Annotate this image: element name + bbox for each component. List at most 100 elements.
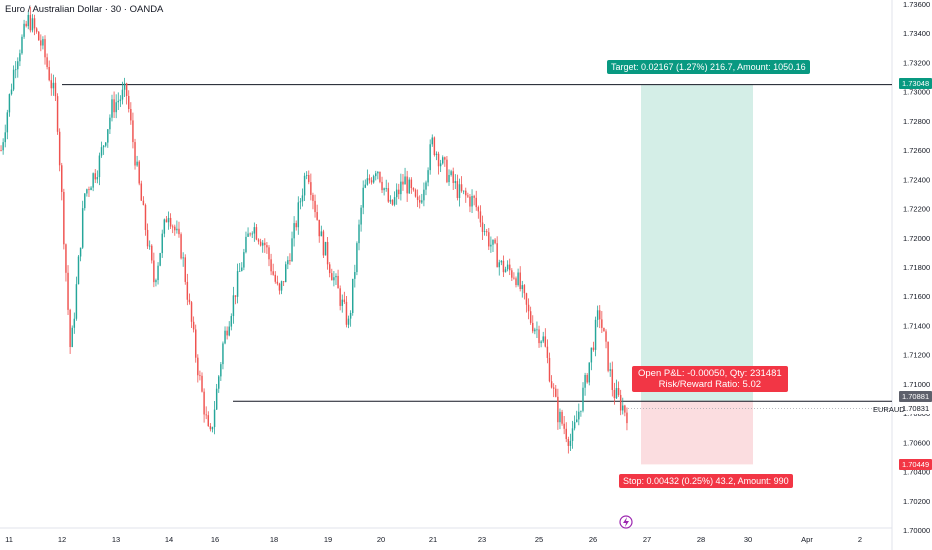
candle-body <box>339 288 341 306</box>
candle-body <box>500 260 503 263</box>
candle-body <box>88 189 90 191</box>
candle-body <box>184 257 186 282</box>
x-tick-label: 2 <box>858 535 862 544</box>
candle-body <box>563 423 565 429</box>
target-label[interactable]: Target: 0.02167 (1.27%) 216.7, Amount: 1… <box>607 60 810 74</box>
candle-body <box>69 309 71 347</box>
candle-body <box>232 295 235 317</box>
candle-body <box>67 272 69 310</box>
candle-body <box>144 205 147 230</box>
candle-body <box>580 410 582 412</box>
candle-body <box>351 278 354 313</box>
candle-body <box>423 189 425 201</box>
candle-body <box>506 264 509 270</box>
candle-body <box>561 411 563 424</box>
candle-body <box>527 304 530 312</box>
candle-body <box>151 245 153 261</box>
candle-body <box>387 188 390 202</box>
candle-body <box>215 388 218 410</box>
candle-body <box>375 173 377 177</box>
candle-body <box>502 260 505 273</box>
candle-body <box>236 271 239 297</box>
candle-body <box>50 80 53 89</box>
open-pnl-text: Open P&L: -0.00050, Qty: 231481 <box>638 368 782 379</box>
candle-body <box>94 173 96 180</box>
candle-body <box>504 269 507 273</box>
x-tick-label: 12 <box>58 535 66 544</box>
candle-body <box>391 199 394 205</box>
candle-body <box>603 327 605 332</box>
candle-body <box>282 281 285 283</box>
candle-body <box>255 227 258 240</box>
target-zone <box>641 84 753 402</box>
candle-body <box>305 175 308 176</box>
candle-body <box>243 252 245 268</box>
candle-body <box>2 142 4 151</box>
candle-body <box>467 195 469 197</box>
candle-body <box>571 428 574 441</box>
candle-body <box>519 272 521 290</box>
candle-body <box>356 243 358 273</box>
candle-body <box>383 188 385 191</box>
candle-body <box>194 329 197 358</box>
candle-body <box>372 176 375 183</box>
candle-body <box>498 262 500 268</box>
candle-body <box>228 326 230 336</box>
candle-body <box>601 319 603 328</box>
candle-body <box>285 264 287 283</box>
candle-body <box>345 301 348 325</box>
candle-body <box>117 100 120 103</box>
candle-body <box>234 295 237 297</box>
x-tick-label: 23 <box>478 535 486 544</box>
candle-body <box>31 18 34 31</box>
candle-body <box>412 188 415 190</box>
candle-body <box>578 411 580 420</box>
candle-body <box>241 267 243 271</box>
candle-body <box>515 278 517 286</box>
candle-body <box>23 23 25 37</box>
y-tick-label: 1.73400 <box>903 29 930 38</box>
candle-body <box>532 322 534 332</box>
candle-body <box>349 312 352 319</box>
candle-body <box>586 374 588 383</box>
candle-body <box>295 223 297 228</box>
y-tick-label: 1.73600 <box>903 0 930 9</box>
candle-body <box>333 277 335 281</box>
candle-body <box>473 195 475 198</box>
candle-body <box>27 14 29 27</box>
candle-body <box>546 346 549 358</box>
risk-reward-text: Risk/Reward Ratio: 5.02 <box>658 379 762 390</box>
x-tick-label: 25 <box>535 535 543 544</box>
candle-body <box>395 189 398 198</box>
candle-body <box>552 387 555 389</box>
candle-body <box>71 327 73 347</box>
candle-body <box>188 299 191 303</box>
y-tick-label: 1.73200 <box>903 58 930 67</box>
candle-body <box>582 387 584 411</box>
candle-body <box>477 207 480 212</box>
candle-body <box>324 241 327 256</box>
candle-body <box>199 375 201 377</box>
candle-body <box>190 302 193 322</box>
candle-body <box>494 239 496 244</box>
y-tick-label: 1.72400 <box>903 175 930 184</box>
candle-body <box>125 83 128 96</box>
candle-body <box>425 182 427 190</box>
stop-label[interactable]: Stop: 0.00432 (0.25%) 43.2, Amount: 990 <box>619 474 793 488</box>
candle-body <box>107 129 109 143</box>
candle-body <box>130 109 132 121</box>
candle-body <box>140 183 143 201</box>
y-tick-label: 1.70400 <box>903 468 930 477</box>
candle-body <box>0 150 2 151</box>
candle-body <box>337 275 339 289</box>
candle-body <box>492 239 494 245</box>
candle-body <box>496 243 498 268</box>
candle-body <box>161 233 163 254</box>
open-pnl-badge[interactable]: Open P&L: -0.00050, Qty: 231481 Risk/Rew… <box>632 366 788 392</box>
candle-body <box>100 147 103 156</box>
candle-body <box>4 132 6 143</box>
candle-body <box>259 241 262 246</box>
candle-body <box>205 414 207 416</box>
